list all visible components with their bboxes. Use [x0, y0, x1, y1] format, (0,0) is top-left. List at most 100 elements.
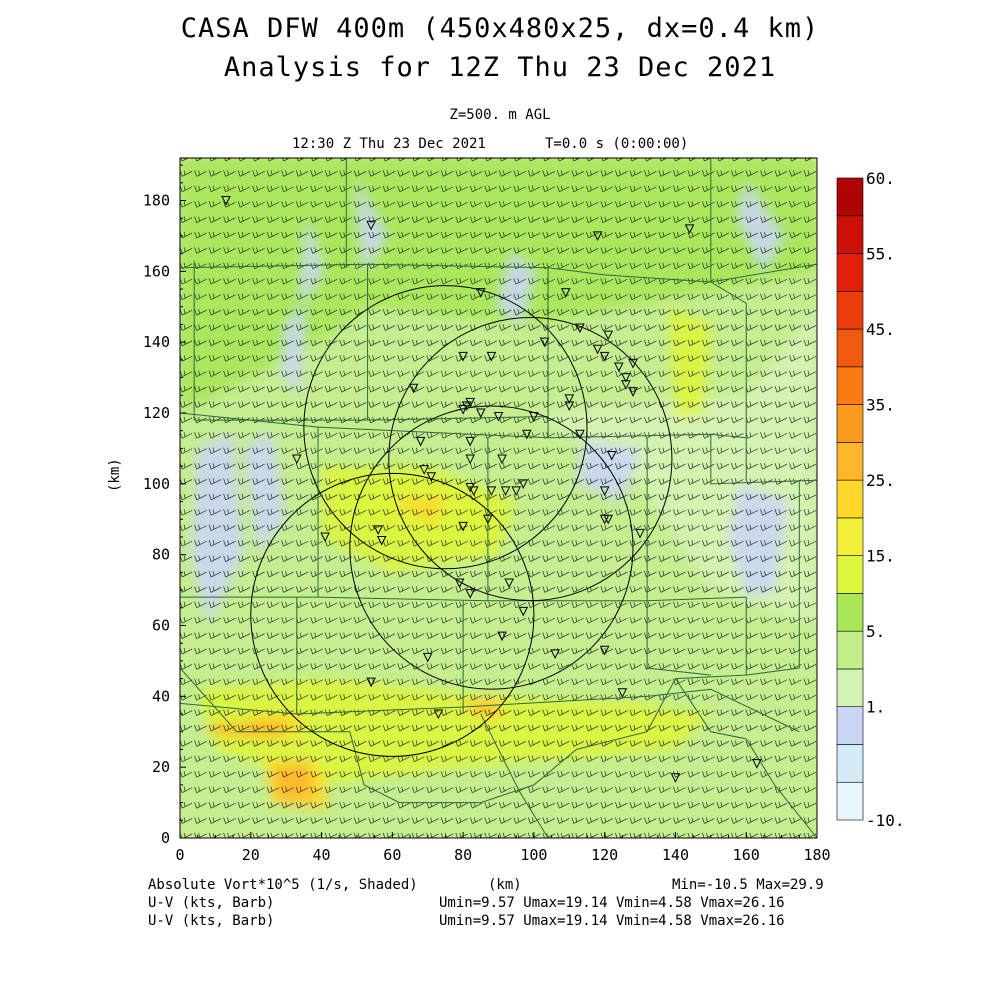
colorbar-cell [836, 253, 864, 292]
station-marker [422, 652, 433, 663]
colorbar-label: 55. [866, 245, 895, 264]
station-marker [221, 196, 231, 206]
colorbar-cell [836, 706, 864, 745]
colorbar-cell [836, 404, 864, 443]
field-patch [282, 306, 304, 396]
station-marker [458, 521, 468, 532]
station-marker [291, 454, 302, 465]
station-marker [475, 408, 486, 419]
station-marker [465, 454, 475, 465]
vector-field-label-2: U-V (kts, Barb) [148, 913, 275, 929]
colorbar-label: 45. [866, 320, 895, 339]
station-marker [408, 383, 419, 394]
colorbar-cell [836, 593, 864, 632]
station-marker [560, 288, 571, 298]
station-marker [426, 472, 437, 482]
level-label: Z=500. m AGL [449, 107, 551, 123]
station-marker [504, 578, 514, 589]
field-patch [272, 760, 315, 803]
y-tick-label: 60 [152, 617, 170, 635]
x-tick-label: 20 [242, 846, 260, 864]
field-patch [498, 253, 534, 325]
y-axis-label: (km) [107, 458, 123, 492]
county-line [296, 695, 648, 715]
shaded-field-stats: Min=-10.5 Max=29.9 [672, 877, 824, 893]
station-marker [522, 429, 532, 440]
station-marker [493, 412, 504, 422]
vector-field-stats-2: Umin=9.57 Umax=19.14 Vmin=4.58 Vmax=26.1… [439, 913, 785, 929]
vorticity-field [180, 158, 817, 810]
colorbar-label: 1. [866, 698, 885, 717]
field-patch [728, 483, 789, 598]
station-marker [366, 220, 376, 231]
valid-time-label: 12:30 Z Thu 23 Dec 2021 [292, 136, 486, 152]
station-marker [483, 514, 493, 525]
colorbar-cell [836, 328, 864, 368]
vector-field-label-1: U-V (kts, Barb) [148, 895, 275, 911]
field-patch [576, 441, 641, 502]
chart-title: CASA DFW 400m (450x480x25, dx=0.4 km) [180, 13, 820, 44]
colorbar-cell [836, 215, 864, 254]
colorbar-cell [836, 555, 864, 594]
field-patch [392, 494, 446, 527]
station-marker [599, 514, 610, 525]
station-marker [500, 486, 511, 497]
station-marker [465, 397, 475, 408]
y-tick-label: 20 [152, 758, 170, 776]
station-marker [599, 645, 610, 656]
station-marker [599, 351, 610, 362]
x-tick-label: 120 [591, 846, 618, 864]
axes: 0 20 40 60 80 100 120 140 160 180 0 20 40 60 80 100 120 1… [143, 164, 831, 864]
station-marker [486, 351, 497, 362]
colorbar-cell [836, 177, 864, 217]
station-marker [376, 536, 387, 546]
station-marker [497, 454, 507, 465]
radar-range-ring [349, 405, 634, 690]
colorbar-cell [836, 442, 864, 481]
field-patch [668, 306, 711, 421]
station-marker [373, 525, 383, 535]
station-marker [564, 394, 575, 404]
station-marker [670, 773, 681, 783]
station-marker [511, 486, 522, 497]
colorbar-cell [836, 479, 864, 519]
station-marker [433, 709, 444, 720]
colorbar-cell [836, 668, 864, 708]
radar-range-ring [303, 285, 588, 570]
x-axis-label: (km) [488, 877, 522, 893]
chart-subtitle: Analysis for 12Z Thu 23 Dec 2021 [223, 52, 777, 83]
station-marker [468, 486, 479, 497]
station-marker [628, 358, 638, 369]
station-marker [564, 401, 575, 412]
colorbar-cell [836, 744, 864, 783]
station-marker [592, 231, 603, 242]
station-marker [320, 532, 330, 543]
station-marker [419, 465, 429, 475]
x-tick-label: 0 [175, 846, 184, 864]
station-markers [221, 196, 762, 783]
colorbar-label: 15. [866, 547, 895, 566]
station-marker [617, 688, 628, 698]
county-line [180, 667, 676, 804]
x-tick-label: 180 [803, 846, 830, 864]
field-patch [180, 158, 817, 413]
x-tick-label: 160 [733, 846, 760, 864]
y-tick-label: 80 [152, 546, 170, 564]
radar-range-rings [250, 285, 673, 757]
colorbar-label: 60. [866, 169, 895, 188]
colorbar-label: 25. [866, 471, 895, 490]
county-line [710, 434, 817, 485]
colorbar-label: -10. [866, 811, 905, 830]
station-marker [614, 362, 624, 373]
county-line [180, 702, 297, 715]
station-marker [635, 528, 645, 539]
station-marker [518, 479, 529, 489]
y-tick-label: 140 [143, 333, 170, 351]
county-line [647, 688, 800, 733]
station-marker [518, 606, 529, 617]
county-boundaries [180, 158, 817, 838]
radar-range-ring [388, 316, 673, 602]
station-marker [621, 380, 631, 390]
colorbar-cell [836, 781, 864, 821]
